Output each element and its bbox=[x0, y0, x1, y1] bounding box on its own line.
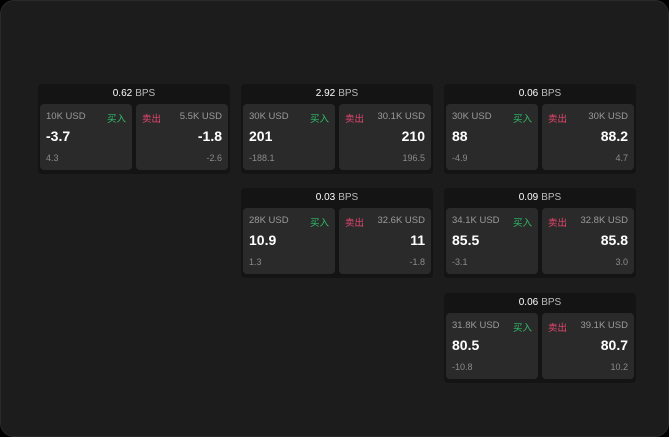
bid-price: 80.5 bbox=[452, 337, 480, 353]
bid-change: -3.1 bbox=[452, 257, 468, 267]
bid-price: 201 bbox=[249, 128, 273, 144]
bid-change: 1.3 bbox=[249, 257, 262, 267]
spread-header: 0.09 BPS bbox=[444, 188, 636, 208]
spread-value: 0.62 bbox=[112, 88, 133, 99]
buy-label: 买入 bbox=[309, 218, 329, 229]
spread-value: 0.03 bbox=[315, 192, 336, 203]
spread-header: 0.06 BPS bbox=[444, 84, 636, 104]
spread-header: 0.62 BPS bbox=[38, 84, 230, 104]
spread-header: 0.06 BPS bbox=[444, 293, 636, 313]
spread-unit: BPS bbox=[541, 192, 562, 203]
ask-size: 32.8K USD bbox=[580, 215, 628, 226]
ask-change: -2.6 bbox=[206, 153, 222, 163]
bid-change: 4.3 bbox=[46, 153, 59, 163]
spread-header: 2.92 BPS bbox=[241, 84, 433, 104]
quote-card: 2.92 BPS 30K USD 买入 201 -188.1 卖出 30.1K U… bbox=[241, 84, 433, 174]
ask-size: 30.1K USD bbox=[377, 111, 425, 122]
sell-label: 卖出 bbox=[548, 114, 568, 125]
ask-change: 4.7 bbox=[615, 153, 628, 163]
spread-unit: BPS bbox=[135, 88, 156, 99]
ask-change: -1.8 bbox=[409, 257, 425, 267]
sell-button[interactable]: 卖出 32.8K USD 85.8 3.0 bbox=[542, 208, 634, 274]
spread-unit: BPS bbox=[541, 88, 562, 99]
buy-button[interactable]: 28K USD 买入 10.9 1.3 bbox=[243, 208, 335, 274]
bid-change: -188.1 bbox=[249, 153, 275, 163]
buy-button[interactable]: 31.8K USD 买入 80.5 -10.8 bbox=[446, 313, 538, 379]
bid-size: 31.8K USD bbox=[452, 320, 500, 331]
bid-change: -4.9 bbox=[452, 153, 468, 163]
ask-change: 196.5 bbox=[402, 153, 425, 163]
quote-card: 0.62 BPS 10K USD 买入 -3.7 4.3 卖出 5.5K USD … bbox=[38, 84, 230, 174]
sell-button[interactable]: 卖出 32.6K USD 11 -1.8 bbox=[339, 208, 431, 274]
bid-size: 30K USD bbox=[452, 111, 492, 122]
buy-label: 买入 bbox=[512, 218, 532, 229]
ask-size: 5.5K USD bbox=[179, 111, 222, 122]
bid-price: 88 bbox=[452, 128, 468, 144]
spread-value: 2.92 bbox=[315, 88, 336, 99]
sell-button[interactable]: 卖出 5.5K USD -1.8 -2.6 bbox=[136, 104, 228, 170]
buy-button[interactable]: 10K USD 买入 -3.7 4.3 bbox=[40, 104, 132, 170]
spread-unit: BPS bbox=[541, 297, 562, 308]
ask-price: 85.8 bbox=[600, 232, 628, 248]
spread-value: 0.06 bbox=[518, 297, 539, 308]
sell-label: 卖出 bbox=[142, 114, 162, 125]
bid-size: 34.1K USD bbox=[452, 215, 500, 226]
ask-change: 3.0 bbox=[615, 257, 628, 267]
ask-price: 11 bbox=[410, 232, 425, 248]
buy-button[interactable]: 34.1K USD 买入 85.5 -3.1 bbox=[446, 208, 538, 274]
ask-size: 30K USD bbox=[588, 111, 628, 122]
bid-size: 30K USD bbox=[249, 111, 289, 122]
ask-size: 32.6K USD bbox=[377, 215, 425, 226]
sell-label: 卖出 bbox=[345, 218, 365, 229]
bid-size: 28K USD bbox=[249, 215, 289, 226]
spread-unit: BPS bbox=[338, 192, 359, 203]
bid-price: 85.5 bbox=[452, 232, 480, 248]
quote-card: 0.06 BPS 30K USD 买入 88 -4.9 卖出 30K USD 88… bbox=[444, 84, 636, 174]
buy-button[interactable]: 30K USD 买入 88 -4.9 bbox=[446, 104, 538, 170]
buy-button[interactable]: 30K USD 买入 201 -188.1 bbox=[243, 104, 335, 170]
ask-change: 10.2 bbox=[610, 362, 628, 372]
bid-size: 10K USD bbox=[46, 111, 86, 122]
spread-unit: BPS bbox=[338, 88, 359, 99]
buy-label: 买入 bbox=[106, 114, 126, 125]
spread-value: 0.09 bbox=[518, 192, 539, 203]
buy-label: 买入 bbox=[512, 114, 532, 125]
ask-price: 80.7 bbox=[600, 337, 628, 353]
sell-button[interactable]: 卖出 39.1K USD 80.7 10.2 bbox=[542, 313, 634, 379]
sell-label: 卖出 bbox=[548, 323, 568, 334]
quote-card: 0.06 BPS 31.8K USD 买入 80.5 -10.8 卖出 39.1K… bbox=[444, 293, 636, 383]
spread-header: 0.03 BPS bbox=[241, 188, 433, 208]
buy-label: 买入 bbox=[512, 323, 532, 334]
ask-price: -1.8 bbox=[197, 128, 222, 144]
bid-price: 10.9 bbox=[249, 232, 277, 248]
sell-button[interactable]: 卖出 30.1K USD 210 196.5 bbox=[339, 104, 431, 170]
spread-value: 0.06 bbox=[518, 88, 539, 99]
sell-label: 卖出 bbox=[548, 218, 568, 229]
bid-price: -3.7 bbox=[46, 128, 71, 144]
ask-size: 39.1K USD bbox=[580, 320, 628, 331]
ask-price: 88.2 bbox=[600, 128, 628, 144]
sell-label: 卖出 bbox=[345, 114, 365, 125]
bid-change: -10.8 bbox=[452, 362, 473, 372]
quote-card: 0.09 BPS 34.1K USD 买入 85.5 -3.1 卖出 32.8K … bbox=[444, 188, 636, 278]
ask-price: 210 bbox=[401, 128, 425, 144]
buy-label: 买入 bbox=[309, 114, 329, 125]
sell-button[interactable]: 卖出 30K USD 88.2 4.7 bbox=[542, 104, 634, 170]
quote-card: 0.03 BPS 28K USD 买入 10.9 1.3 卖出 32.6K USD… bbox=[241, 188, 433, 278]
